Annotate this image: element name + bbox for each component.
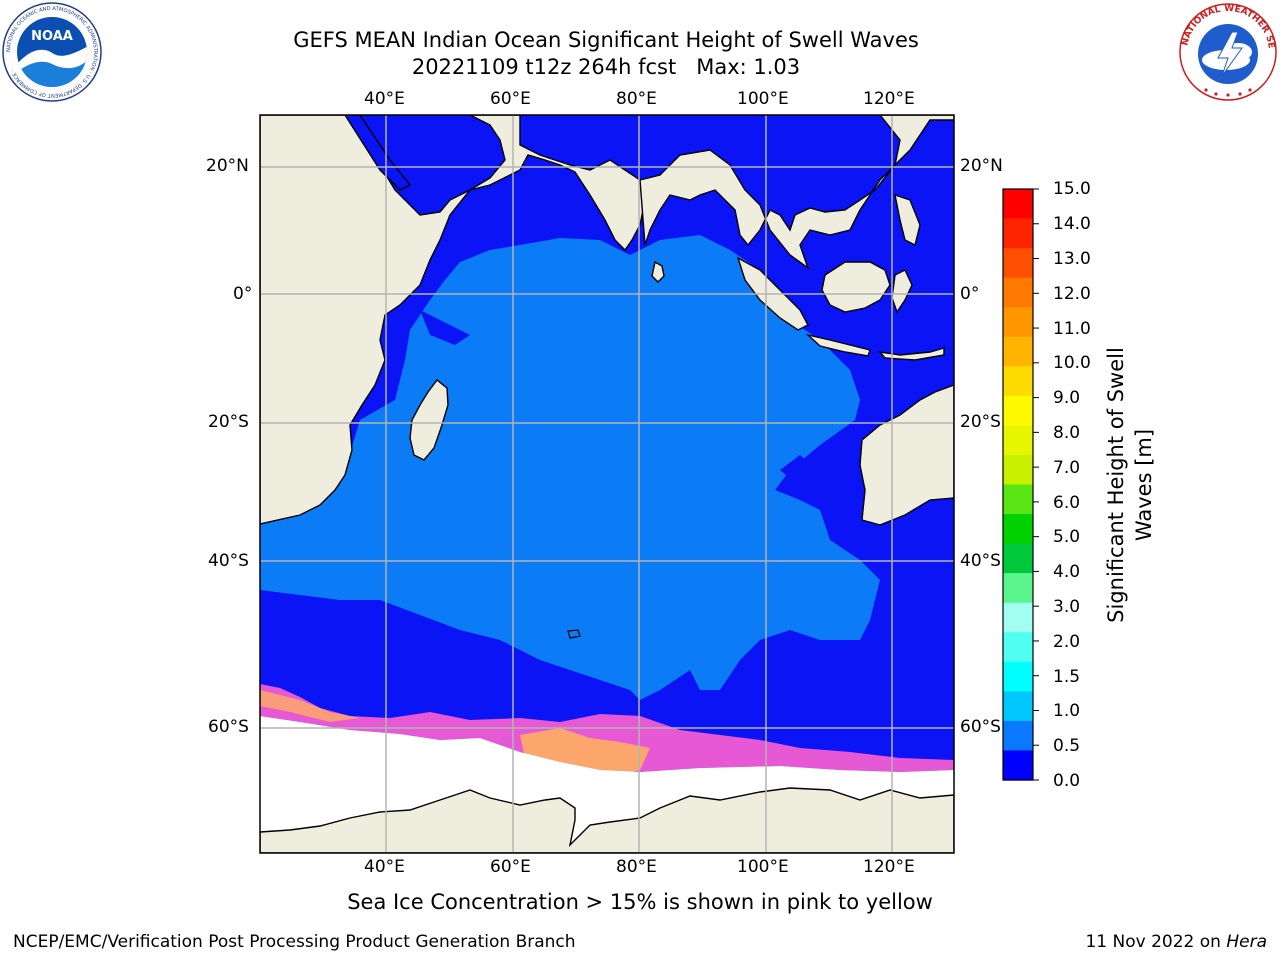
colorbar-segment — [1003, 573, 1033, 604]
lat-tick-left: 20°S — [208, 412, 249, 432]
red-sea — [344, 115, 412, 191]
lon-tick-top: 80°E — [616, 89, 657, 109]
lesser-sunda-landmass — [878, 347, 945, 361]
colorbar-segment — [1003, 691, 1033, 722]
borneo-landmass — [821, 261, 891, 313]
footer-date-text: 11 Nov 2022 on — [1085, 932, 1221, 952]
chart-title: GEFS MEAN Indian Ocean Significant Heigh… — [293, 28, 919, 52]
lat-tick-right: 20°S — [960, 412, 1001, 432]
colorbar-tick: 7.0 — [1053, 458, 1081, 478]
colorbar-tick: 14.0 — [1053, 214, 1091, 234]
colorbar-segment — [1003, 720, 1033, 752]
footer-host: Hera — [1226, 932, 1267, 952]
colorbar-tick: 8.0 — [1053, 423, 1081, 443]
lon-tick-bottom: 80°E — [616, 857, 657, 877]
colorbar-segment — [1003, 248, 1033, 279]
africa-landmass — [260, 115, 646, 525]
lon-tick-top: 100°E — [737, 89, 789, 109]
chart-subtitle: 20221109 t12z 264h fcst Max: 1.03 — [0, 55, 1212, 79]
colorbar-segment — [1003, 454, 1033, 486]
lat-tick-left: 20°N — [206, 156, 249, 176]
colorbar-segment — [1003, 514, 1033, 545]
map-frame — [259, 114, 955, 854]
lon-tick-top: 120°E — [863, 89, 915, 109]
colorbar-segment — [1003, 484, 1033, 515]
colorbar-segment — [1003, 366, 1033, 397]
max-value: Max: 1.03 — [696, 55, 801, 79]
swell-low-patch — [780, 455, 830, 500]
lon-tick-bottom: 120°E — [863, 857, 915, 877]
australia-landmass — [859, 384, 954, 526]
land-masses — [260, 115, 954, 526]
colorbar-tick: 15.0 — [1053, 179, 1091, 199]
lon-tick-top: 40°E — [364, 89, 405, 109]
colorbar-segment — [1003, 307, 1033, 338]
lat-tick-left: 0° — [233, 284, 253, 304]
philippines-landmass — [894, 193, 921, 247]
southeast-asia-landmass — [639, 115, 954, 270]
colorbar-segment — [1003, 632, 1033, 663]
colorbar-segment — [1003, 336, 1033, 367]
colorbar-tick: 3.0 — [1053, 597, 1081, 617]
colorbar-segment — [1003, 661, 1033, 692]
lon-tick-top: 60°E — [490, 89, 531, 109]
madagascar-landmass — [409, 379, 449, 461]
colorbar — [1003, 188, 1039, 781]
lat-tick-left: 40°S — [208, 551, 249, 571]
nws-logo: NATIONAL WEATHER SERVICE — [1178, 2, 1277, 101]
swell-low-patch — [420, 310, 470, 345]
colorbar-segment — [1003, 425, 1033, 456]
graticule — [260, 115, 954, 853]
sri-lanka-landmass — [651, 260, 665, 283]
colorbar-segment — [1003, 277, 1033, 308]
kerguelen-island — [567, 629, 581, 639]
colorbar-tick: 0.5 — [1053, 736, 1081, 756]
colorbar-segment — [1003, 218, 1033, 249]
lon-tick-bottom: 40°E — [364, 857, 405, 877]
sea-ice-orange-band — [260, 690, 360, 722]
colorbar-frame — [1002, 188, 1034, 781]
lat-tick-left: 60°S — [208, 717, 249, 737]
lat-tick-right: 20°N — [960, 156, 1003, 176]
swell-mid-field — [260, 235, 880, 700]
swell-low-patch — [260, 600, 954, 730]
colorbar-tick: 9.0 — [1053, 388, 1081, 408]
footer-credit: NCEP/EMC/Verification Post Processing Pr… — [13, 932, 576, 952]
colorbar-title: Significant Height of Swell Waves [m] — [1104, 347, 1156, 623]
colorbar-segment — [1003, 189, 1033, 220]
colorbar-segment — [1003, 602, 1033, 633]
noaa-logo: NATIONAL OCEANIC AND ATMOSPHERIC ADMINIS… — [2, 2, 102, 102]
antarctica-landmass — [260, 787, 954, 853]
noaa-wordmark: NOAA — [31, 29, 73, 44]
map-layers — [260, 115, 954, 853]
colorbar-segment — [1003, 543, 1033, 574]
colorbar-tick: 2.0 — [1053, 632, 1081, 652]
colorbar-tick: 12.0 — [1053, 284, 1091, 304]
forecast-run: 20221109 t12z 264h fcst — [411, 55, 677, 79]
colorbar-tick: 0.0 — [1053, 771, 1081, 791]
colorbar-tick: 4.0 — [1053, 562, 1081, 582]
colorbar-tick: 1.5 — [1053, 667, 1081, 687]
java-landmass — [805, 333, 871, 357]
colorbar-tick: 10.0 — [1053, 353, 1091, 373]
lat-tick-right: 0° — [960, 284, 980, 304]
lon-tick-bottom: 60°E — [490, 857, 531, 877]
footer-date: 11 Nov 2022 on Hera — [1085, 932, 1267, 952]
colorbar-tick: 11.0 — [1053, 319, 1091, 339]
lon-tick-bottom: 100°E — [737, 857, 789, 877]
colorbar-tick: 5.0 — [1053, 527, 1081, 547]
sea-ice-caption: Sea Ice Concentration > 15% is shown in … — [347, 890, 933, 914]
colorbar-tick: 1.0 — [1053, 701, 1081, 721]
lat-tick-right: 60°S — [960, 717, 1001, 737]
colorbar-segment — [1003, 395, 1033, 426]
colorbar-segment — [1003, 750, 1033, 781]
lat-tick-right: 40°S — [960, 551, 1001, 571]
colorbar-tick: 13.0 — [1053, 249, 1091, 269]
colorbar-tick: 6.0 — [1053, 493, 1081, 513]
